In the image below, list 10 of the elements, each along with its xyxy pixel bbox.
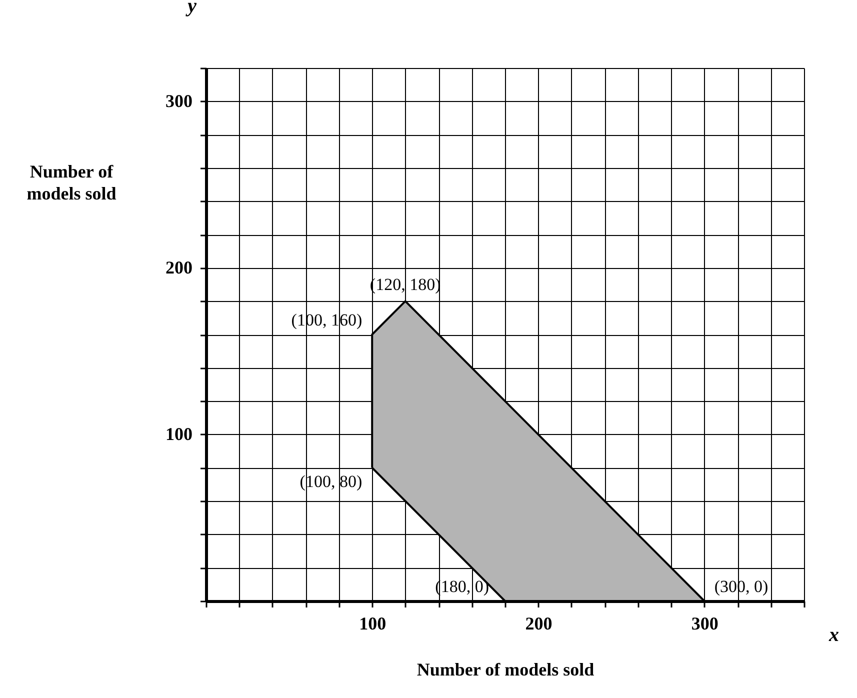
x-tick-label: 100 (359, 614, 386, 634)
x-tick-label: 200 (525, 614, 552, 634)
x-tick-label: 300 (691, 614, 718, 634)
text: y (186, 0, 197, 17)
x-axis-title: Number of models sold (416, 660, 594, 680)
text: x (828, 624, 839, 646)
y-tick-label: 100 (166, 424, 192, 444)
y-tick-label: 300 (166, 90, 192, 111)
y-axis-title: Number of models sold (26, 162, 116, 204)
y-tick-label: 200 (166, 257, 192, 278)
